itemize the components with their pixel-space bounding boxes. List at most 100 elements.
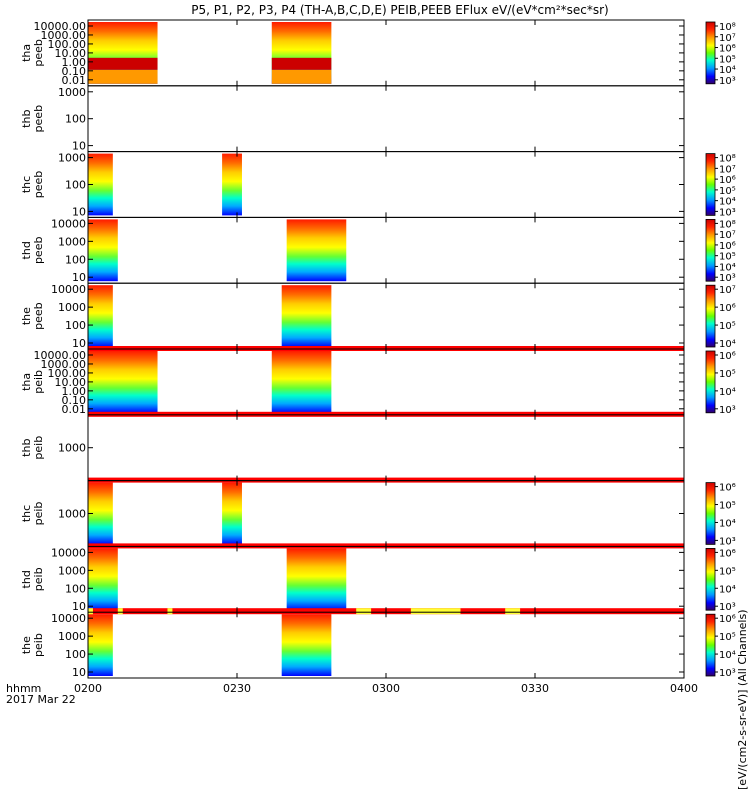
low-energy-band — [88, 69, 158, 84]
low-energy-band — [271, 57, 332, 70]
colorbar-tick-label: 10⁷ — [719, 230, 736, 241]
panel-ylabel-line: peib — [32, 436, 45, 460]
y-tick-label: 100 — [65, 319, 86, 332]
colorbar-tick-label: 10⁷ — [719, 33, 736, 44]
y-tick-label: 10 — [72, 666, 86, 679]
y-tick-label: 10 — [72, 205, 86, 218]
panels: 10000.001000.00100.0010.001.000.100.01th… — [20, 19, 736, 679]
colorbar-tick-label: 10³ — [719, 405, 736, 416]
colorbar-tick-label: 10⁶ — [719, 44, 736, 55]
y-tick-label: 10000 — [51, 283, 86, 296]
panel-ylabel-line: thb — [20, 439, 33, 457]
colorbar — [705, 21, 716, 85]
y-tick-label: 10 — [72, 140, 86, 153]
colorbar-tick-label: 10³ — [719, 76, 736, 87]
colorbar-tick-label: 10⁶ — [719, 548, 736, 559]
y-tick-label: 100 — [65, 253, 86, 266]
y-tick-label: 10000 — [51, 217, 86, 230]
colorbar-tick-label: 10⁴ — [719, 197, 736, 208]
figure-title: P5, P1, P2, P3, P4 (TH-A,B,C,D,E) PEIB,P… — [191, 3, 608, 17]
mode-bar-segment — [505, 608, 521, 615]
colorbar — [705, 218, 716, 282]
y-tick-label: 100 — [65, 113, 86, 126]
panel-ylabel: thapeib — [20, 370, 45, 394]
panel-ylabel-line: thb — [20, 110, 33, 128]
panel-thc-peib: 1000 thcpeib 10⁶ 10⁵ 10⁴ 10³ — [20, 480, 736, 547]
mode-bar-segment — [117, 608, 123, 615]
panel-the-peeb: 10000 1000 100 10 thepeeb 10⁷ 10⁶ 10⁵ 10⁴ — [20, 282, 736, 350]
mode-bar-segment — [356, 608, 372, 615]
colorbar-tick-label: 10³ — [719, 207, 736, 218]
panel-ylabel: thcpeib — [20, 502, 45, 526]
colorbar-tick-label: 10⁶ — [719, 175, 736, 186]
colorbar-tick-label: 10⁴ — [719, 65, 736, 76]
panel-frame — [87, 85, 685, 153]
panel-frame — [87, 545, 685, 613]
panel-ylabel-line: peeb — [32, 237, 45, 265]
y-tick-label: 10.00 — [55, 47, 87, 60]
panel-ylabel-line: thc — [20, 176, 33, 193]
y-tick-label: 100 — [65, 648, 86, 661]
spectrogram-block — [88, 548, 118, 611]
panel-frame — [87, 414, 685, 482]
y-tick-label: 1000 — [58, 152, 86, 165]
mode-bar-segment — [410, 608, 461, 615]
panel-ylabel-line: peib — [32, 633, 45, 657]
colorbar-tick-label: 10⁴ — [719, 339, 736, 350]
y-tick-label: 1.00 — [62, 385, 87, 398]
colorbar-unit-label: [eV/(cm2-s-sr-eV)] (All Channels) — [736, 609, 749, 790]
y-tick-label: 10 — [72, 600, 86, 613]
colorbar — [705, 153, 716, 216]
colorbar-tick-label: 10⁴ — [719, 650, 736, 661]
low-energy-band — [271, 69, 332, 84]
panel-ylabel-line: the — [20, 636, 33, 654]
panel-frame — [87, 19, 685, 87]
colorbar-tick-label: 10⁵ — [719, 54, 736, 65]
colorbar — [705, 613, 716, 677]
y-tick-label: 0.01 — [62, 74, 87, 87]
spectrogram-block — [88, 219, 118, 282]
y-tick-label: 10 — [72, 271, 86, 284]
panel-ylabel-line: peeb — [32, 105, 45, 133]
colorbar-tick-label: 10⁶ — [719, 483, 736, 494]
colorbar-tick-label: 10⁵ — [719, 566, 736, 577]
panel-frame — [87, 216, 685, 284]
panel-ylabel-line: thd — [20, 570, 33, 588]
y-tick-label: 10000 — [51, 546, 86, 559]
panel-ylabel-line: tha — [20, 373, 33, 391]
panel-thd-peib: 10000 1000 100 10 thdpeib 10⁶ 10⁵ 10⁴ 10³ — [20, 543, 736, 613]
colorbar-tick-label: 10⁵ — [719, 501, 736, 512]
x-tick-label: 0230 — [223, 682, 251, 695]
y-tick-label: 0.10 — [62, 394, 87, 407]
spectrogram-block — [286, 219, 347, 282]
panel-frame — [87, 611, 685, 679]
panel-the-peib: 10000 1000 100 10 thepeib 10⁶ 10⁵ 10⁴ 10³ — [20, 608, 736, 679]
spectrogram-block — [281, 285, 332, 347]
colorbar-tick-label: 10⁴ — [719, 262, 736, 273]
panel-ylabel-line: peib — [32, 502, 45, 526]
y-tick-label: 0.01 — [62, 403, 87, 416]
y-tick-label: 1.00 — [62, 56, 87, 69]
panel-ylabel: thdpeib — [20, 567, 45, 591]
colorbar-tick-label: 10⁸ — [719, 154, 736, 165]
panel-frame — [87, 151, 685, 218]
panel-ylabel-line: thd — [20, 241, 33, 259]
colorbar-tick-label: 10³ — [719, 602, 736, 613]
y-tick-label: 100 — [65, 582, 86, 595]
colorbar-tick-label: 10⁶ — [719, 614, 736, 625]
panel-ylabel: thapeeb — [20, 39, 45, 67]
panel-frame — [87, 282, 685, 350]
colorbar-tick-label: 10⁷ — [719, 164, 736, 175]
y-tick-label: 1000 — [58, 564, 86, 577]
spectrogram-block — [222, 153, 242, 216]
y-tick-label: 1000 — [58, 442, 86, 455]
y-tick-label: 1000.00 — [41, 358, 87, 371]
y-tick-label: 100 — [65, 179, 86, 192]
panel-ylabel-line: peeb — [32, 302, 45, 330]
colorbar-tick-label: 10³ — [719, 273, 736, 284]
